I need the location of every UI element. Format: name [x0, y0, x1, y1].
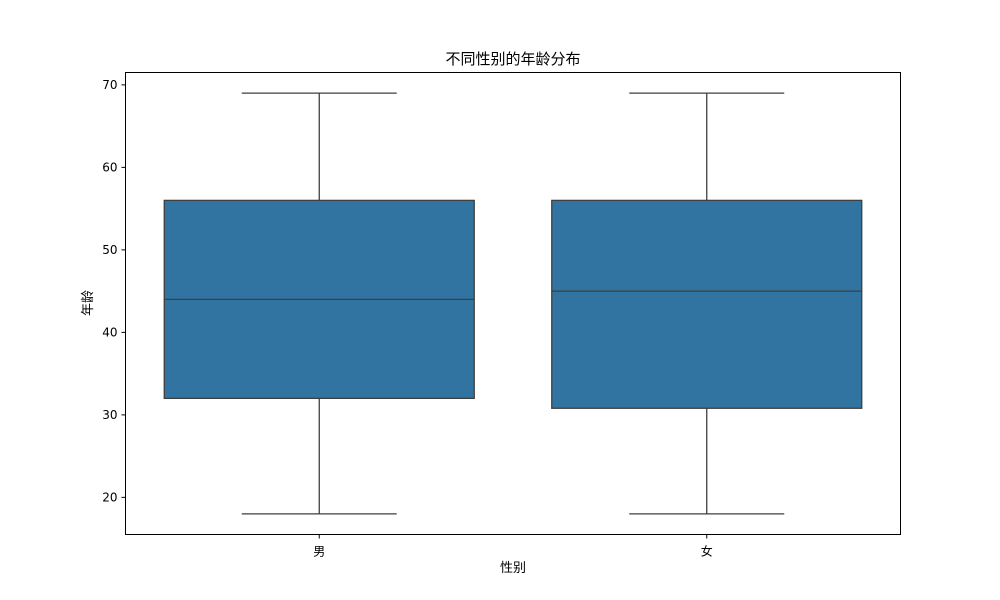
plot-frame: [125, 72, 901, 535]
y-tick-label: 20: [102, 490, 117, 504]
chart-title: 不同性别的年龄分布: [445, 50, 580, 68]
y-tick-label: 70: [102, 78, 117, 92]
x-axis-label: 性别: [500, 561, 526, 576]
y-axis-label: 年龄: [81, 290, 96, 316]
y-tick-label: 60: [102, 160, 117, 174]
x-tick-label: 女: [701, 544, 713, 559]
y-tick-label: 40: [102, 325, 117, 339]
y-tick-label: 30: [102, 408, 117, 422]
x-tick-label: 男: [313, 545, 325, 559]
y-tick-label: 50: [102, 243, 117, 257]
plot-area: 20 30 40 50 60 70 男 女: [102, 78, 863, 559]
box-iqr: [551, 199, 863, 409]
